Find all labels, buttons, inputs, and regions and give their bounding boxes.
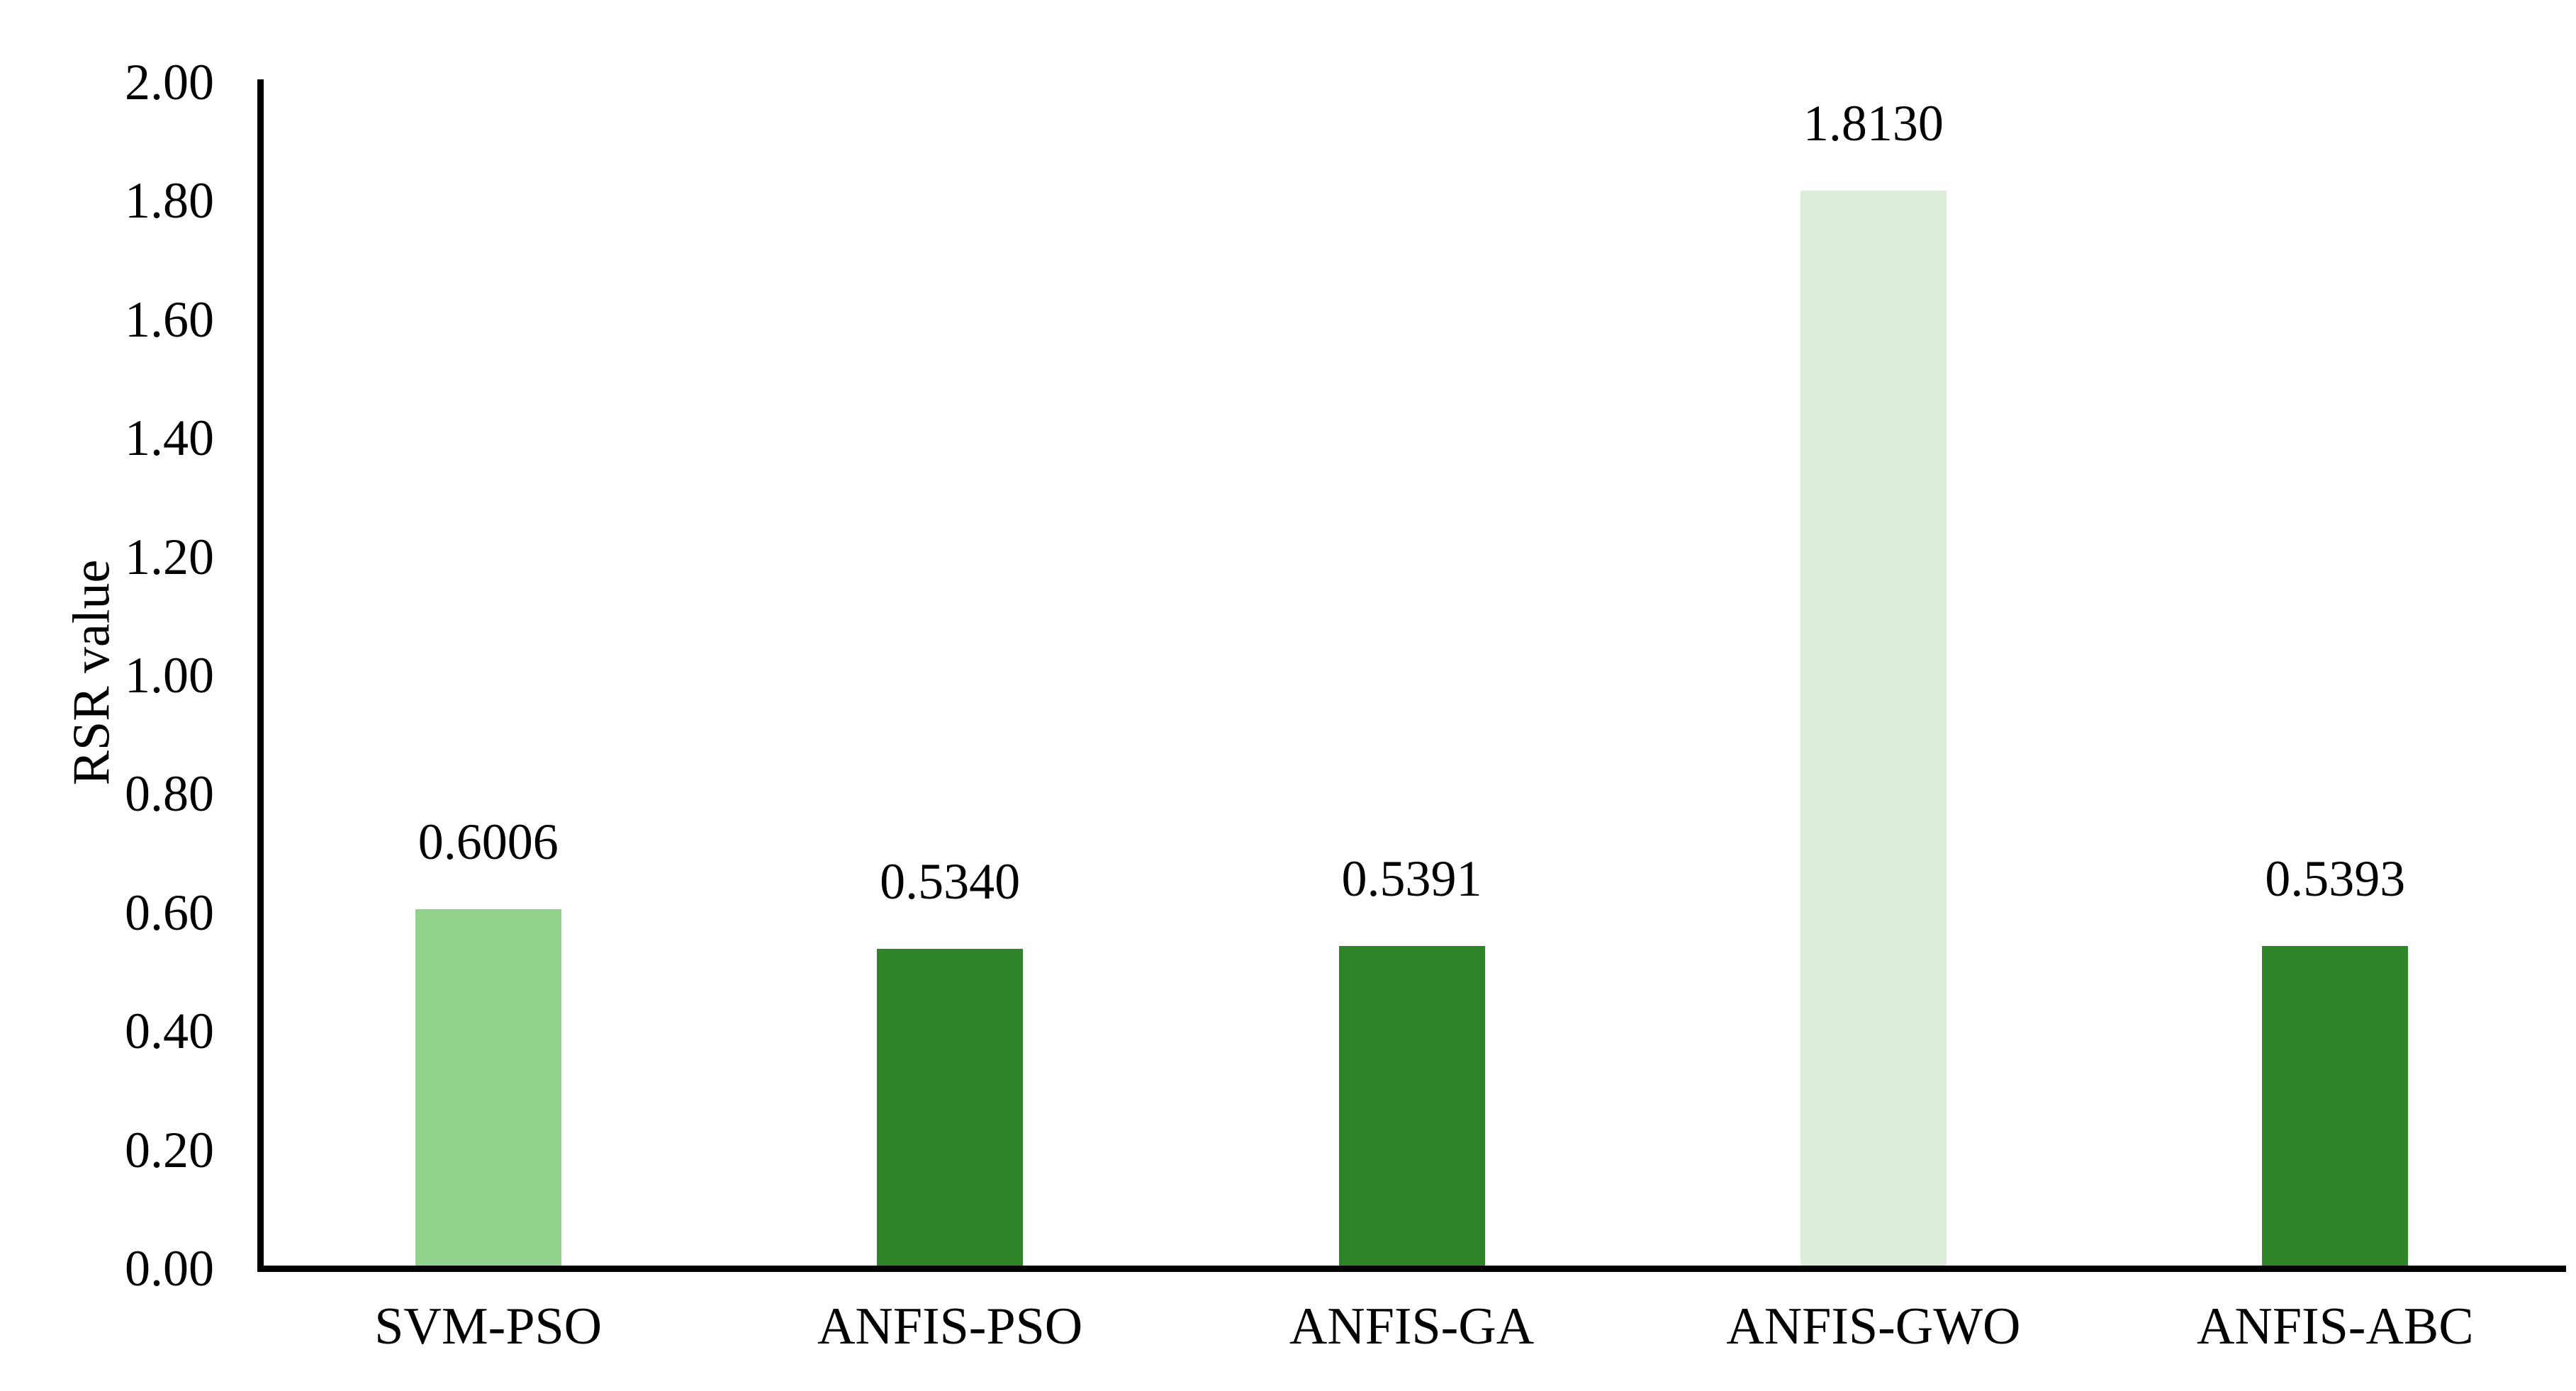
x-tick-label: ANFIS-GA [1289,1297,1535,1356]
x-tick-label: SVM-PSO [374,1297,603,1356]
bar-value-label: 0.5393 [2265,850,2406,907]
bar-anfis-pso [877,949,1024,1266]
y-tick-label: 1.40 [125,410,214,467]
x-tick-label: ANFIS-PSO [817,1297,1083,1356]
y-tick-label: 0.20 [125,1121,214,1178]
y-tick-label: 0.80 [125,765,214,823]
y-tick-label: 1.00 [125,647,214,704]
bar-svm-pso [415,909,561,1266]
bar-anfis-abc [2262,945,2409,1266]
bar-anfis-gwo [1800,190,1947,1266]
bar-value-label: 0.5340 [880,853,1021,911]
bar-value-label: 0.5391 [1341,850,1482,907]
bar-value-label: 1.8130 [1803,94,1944,152]
y-tick-label: 2.00 [125,54,214,111]
y-tick-label: 1.60 [125,291,214,348]
y-tick-label: 1.80 [125,172,214,230]
bar-value-label: 0.6006 [418,813,559,871]
x-tick-label: ANFIS-ABC [2196,1297,2474,1356]
y-axis-line [257,79,264,1272]
y-tick-label: 0.60 [125,884,214,941]
x-axis-line [257,1266,2566,1272]
y-tick-label: 0.40 [125,1003,214,1060]
x-tick-label: ANFIS-GWO [1726,1297,2021,1356]
y-tick-label: 1.20 [125,528,214,585]
bar-anfis-ga [1338,945,1485,1266]
y-tick-label: 0.00 [125,1240,214,1297]
